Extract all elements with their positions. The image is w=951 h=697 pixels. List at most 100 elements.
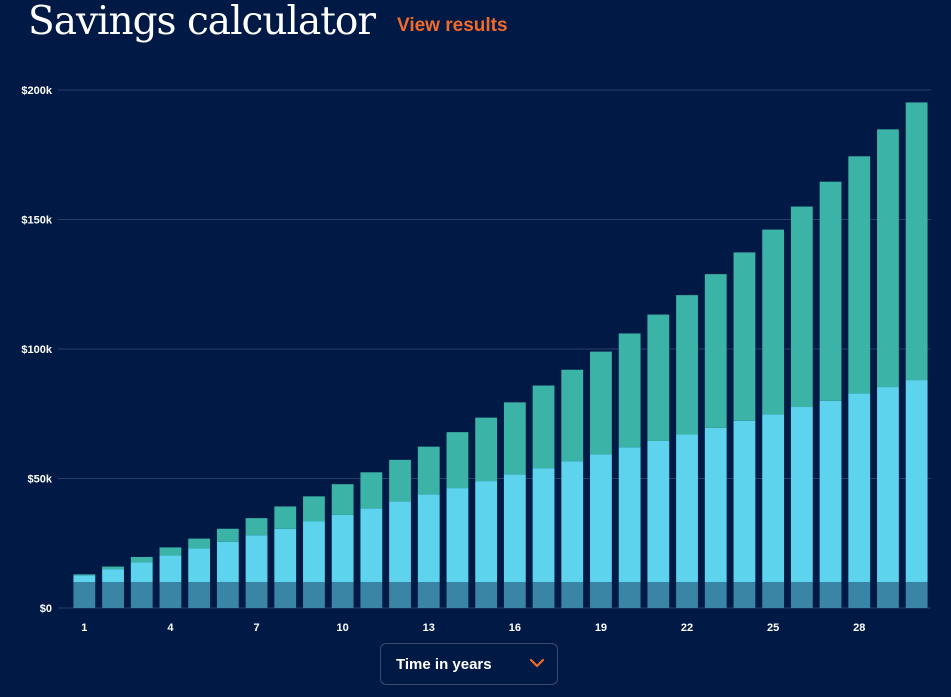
bar-segment[interactable] xyxy=(102,566,124,570)
bar-segment[interactable] xyxy=(848,156,871,394)
bar-segment[interactable] xyxy=(532,582,555,608)
bar-segment[interactable] xyxy=(102,569,124,583)
bar-segment[interactable] xyxy=(331,484,354,515)
x-tick-label: 1 xyxy=(81,622,87,634)
bar-segment[interactable] xyxy=(475,481,498,583)
bar-segment[interactable] xyxy=(130,562,153,583)
bar-segment[interactable] xyxy=(446,488,469,583)
bar-segment[interactable] xyxy=(417,494,440,583)
bar-segment[interactable] xyxy=(389,459,411,502)
bar-segment[interactable] xyxy=(159,547,182,556)
bar-segment[interactable] xyxy=(274,528,297,583)
bar-segment[interactable] xyxy=(905,380,928,583)
bar-segment[interactable] xyxy=(216,528,239,542)
x-tick-label: 28 xyxy=(853,622,865,634)
bar-segment[interactable] xyxy=(446,582,469,608)
bar-segment[interactable] xyxy=(590,582,612,608)
time-in-years-dropdown[interactable]: Time in years xyxy=(380,643,558,685)
bar-segment[interactable] xyxy=(590,351,612,455)
bar-segment[interactable] xyxy=(303,496,325,522)
bar-segment[interactable] xyxy=(130,582,153,608)
bar-segment[interactable] xyxy=(360,508,383,583)
bar-segment[interactable] xyxy=(532,385,555,469)
bar-segment[interactable] xyxy=(102,582,124,608)
bar-segment[interactable] xyxy=(130,556,153,563)
bar-segment[interactable] xyxy=(819,181,842,401)
y-tick-label: $100k xyxy=(21,344,52,356)
bar-segment[interactable] xyxy=(188,548,211,583)
bar-segment[interactable] xyxy=(446,432,469,489)
bar-segment[interactable] xyxy=(73,582,96,608)
bar-segment[interactable] xyxy=(762,414,785,583)
bar-segment[interactable] xyxy=(417,446,440,495)
bar-segment[interactable] xyxy=(389,501,411,583)
bar-segment[interactable] xyxy=(561,369,584,462)
bar-segment[interactable] xyxy=(475,582,498,608)
bar-segment[interactable] xyxy=(73,574,96,576)
bar-segment[interactable] xyxy=(475,417,498,482)
bar-segment[interactable] xyxy=(676,295,698,435)
bar-segment[interactable] xyxy=(762,582,785,608)
dropdown-label: Time in years xyxy=(396,656,492,673)
bar-segment[interactable] xyxy=(159,555,182,583)
bar-segment[interactable] xyxy=(790,582,813,608)
bar-segment[interactable] xyxy=(790,206,813,408)
bar-segment[interactable] xyxy=(303,521,325,583)
bar-segment[interactable] xyxy=(905,102,928,381)
savings-chart: $0 $50k $100k $150k $200k 1 4 7 10 13 16 19 22 25 28 xyxy=(21,85,931,634)
bar-segment[interactable] xyxy=(877,129,899,388)
bar-segment[interactable] xyxy=(848,393,871,583)
bar-segment[interactable] xyxy=(331,582,354,608)
bar-segment[interactable] xyxy=(590,454,612,583)
bar-segment[interactable] xyxy=(245,582,268,608)
bar-segment[interactable] xyxy=(733,420,756,583)
bar-segment[interactable] xyxy=(819,400,842,583)
view-results-link[interactable]: View results xyxy=(397,15,508,36)
bar-segment[interactable] xyxy=(274,582,297,608)
bar-segment[interactable] xyxy=(188,582,211,608)
bar-segment[interactable] xyxy=(503,474,526,583)
x-tick-label: 25 xyxy=(767,622,779,634)
bar-segment[interactable] xyxy=(704,582,727,608)
bar-segment[interactable] xyxy=(733,582,756,608)
bar-segment[interactable] xyxy=(704,427,727,583)
y-tick-label: $0 xyxy=(40,603,52,615)
bar-segment[interactable] xyxy=(647,314,670,441)
bar-segment[interactable] xyxy=(532,468,555,583)
bar-segment[interactable] xyxy=(877,582,899,608)
bar-segment[interactable] xyxy=(676,434,698,583)
bar-segment[interactable] xyxy=(245,518,268,536)
bar-segment[interactable] xyxy=(704,274,727,428)
bar-segment[interactable] xyxy=(618,582,641,608)
bar-segment[interactable] xyxy=(877,387,899,583)
bar-segment[interactable] xyxy=(790,407,813,583)
bar-segment[interactable] xyxy=(647,582,670,608)
bar-segment[interactable] xyxy=(331,514,354,583)
bar-segment[interactable] xyxy=(733,252,756,421)
bar-segment[interactable] xyxy=(360,582,383,608)
bar-segment[interactable] xyxy=(848,582,871,608)
bar-segment[interactable] xyxy=(762,229,785,415)
bar-segment[interactable] xyxy=(274,506,297,529)
bar-segment[interactable] xyxy=(647,440,670,583)
bar-segment[interactable] xyxy=(676,582,698,608)
bar-segment[interactable] xyxy=(905,582,928,608)
bar-segment[interactable] xyxy=(303,582,325,608)
bar-segment[interactable] xyxy=(188,538,211,549)
bar-segment[interactable] xyxy=(360,472,383,509)
bar-segment[interactable] xyxy=(503,402,526,475)
bar-segment[interactable] xyxy=(618,447,641,583)
bar-segment[interactable] xyxy=(417,582,440,608)
bar-segment[interactable] xyxy=(389,582,411,608)
bar-segment[interactable] xyxy=(561,582,584,608)
bar-segment[interactable] xyxy=(618,333,641,448)
bar-segment[interactable] xyxy=(245,535,268,583)
bar-segment[interactable] xyxy=(216,582,239,608)
bar-segment[interactable] xyxy=(503,582,526,608)
bar-segment[interactable] xyxy=(561,461,584,583)
bar-segment[interactable] xyxy=(819,582,842,608)
bar-segment[interactable] xyxy=(216,541,239,583)
bar-segment[interactable] xyxy=(159,582,182,608)
bar-segment[interactable] xyxy=(73,575,96,583)
